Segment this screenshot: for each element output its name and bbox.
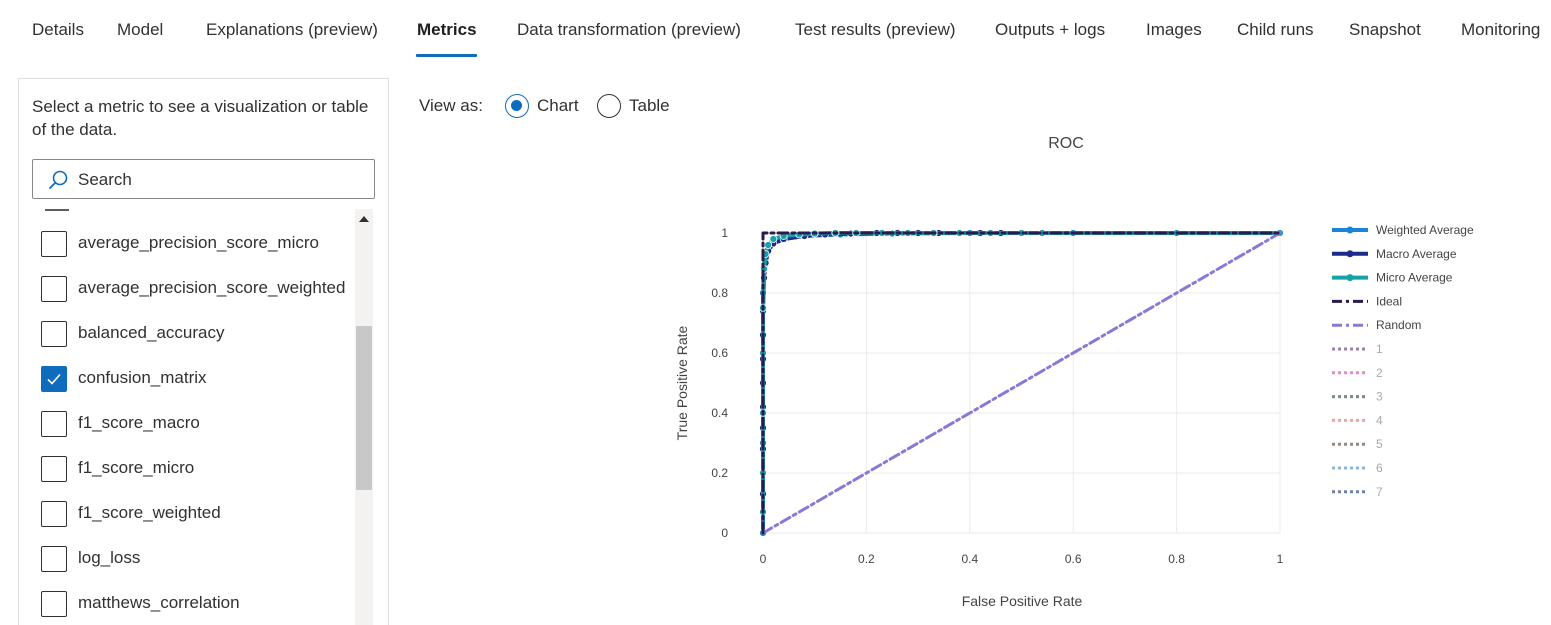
x-tick-label: 0.4 bbox=[961, 552, 978, 566]
tab-model[interactable]: Model bbox=[117, 20, 164, 39]
metric-label: log_loss bbox=[78, 548, 141, 567]
legend-entry: 2 bbox=[1376, 366, 1383, 380]
legend-entry: Ideal bbox=[1376, 294, 1402, 308]
active-tab-indicator bbox=[416, 54, 477, 57]
metric-item-confusion-matrix[interactable]: confusion_matrix bbox=[41, 364, 361, 394]
checkbox[interactable] bbox=[41, 231, 67, 257]
y-tick-label: 0 bbox=[721, 526, 728, 540]
metric-item-matthews-correlation[interactable]: matthews_correlation bbox=[41, 589, 361, 619]
metric-label: confusion_matrix bbox=[78, 368, 207, 387]
metric-list: average_precision_score_micro average_pr… bbox=[19, 209, 374, 625]
tab-snapshot[interactable]: Snapshot bbox=[1349, 20, 1421, 39]
checkbox[interactable] bbox=[41, 591, 67, 617]
tab-metrics[interactable]: Metrics bbox=[417, 20, 477, 39]
metric-label: f1_score_micro bbox=[78, 458, 195, 477]
legend-entry: 5 bbox=[1376, 437, 1383, 451]
tab-images[interactable]: Images bbox=[1146, 20, 1202, 39]
tab-monitoring[interactable]: Monitoring bbox=[1461, 20, 1541, 39]
tab-details[interactable]: Details bbox=[32, 20, 84, 39]
scroll-thumb[interactable] bbox=[356, 326, 372, 490]
legend-entry: 6 bbox=[1376, 461, 1383, 475]
radio-chart[interactable] bbox=[505, 94, 529, 118]
roc-chart: ROC 0 0.2 0.4 0.6 0.8 1 0 0.2 0.4 0.6 0.8 1 False Pos… bbox=[674, 135, 1474, 609]
series-line-ideal bbox=[761, 231, 1282, 535]
metric-label: balanced_accuracy bbox=[78, 323, 225, 342]
checkbox[interactable] bbox=[41, 501, 67, 527]
legend-entry: 4 bbox=[1376, 413, 1383, 427]
tab-data-transformation[interactable]: Data transformation (preview) bbox=[517, 20, 741, 39]
y-tick-label: 0.6 bbox=[711, 346, 728, 360]
radio-table-label[interactable]: Table bbox=[629, 96, 670, 115]
tab-explanations[interactable]: Explanations (preview) bbox=[206, 20, 378, 39]
y-tick-label: 0.8 bbox=[711, 286, 728, 300]
metric-label: average_precision_score_weighted bbox=[78, 278, 346, 297]
data-point bbox=[769, 235, 778, 243]
legend-entry: 3 bbox=[1376, 390, 1383, 404]
x-tick-label: 1 bbox=[1277, 552, 1284, 566]
x-tick-label: 0.2 bbox=[858, 552, 875, 566]
checkbox-checked[interactable] bbox=[41, 366, 67, 392]
x-axis-label: False Positive Rate bbox=[962, 593, 1083, 609]
search-box[interactable]: Search bbox=[32, 159, 375, 199]
scroll-up-icon[interactable] bbox=[355, 209, 373, 229]
tab-bar: Details Model Explanations (preview) Met… bbox=[0, 0, 1551, 60]
legend-entry: Macro Average bbox=[1376, 247, 1457, 261]
metric-item-f1-score-macro[interactable]: f1_score_macro bbox=[41, 409, 361, 439]
metric-item-balanced-accuracy[interactable]: balanced_accuracy bbox=[41, 319, 361, 349]
checkbox[interactable] bbox=[41, 456, 67, 482]
data-point bbox=[764, 241, 773, 249]
y-tick-label: 0.2 bbox=[711, 466, 728, 480]
metric-label: f1_score_weighted bbox=[78, 503, 221, 522]
metric-item-average-precision-score-micro[interactable]: average_precision_score_micro bbox=[41, 229, 361, 259]
metric-label: matthews_correlation bbox=[78, 593, 240, 612]
y-tick-label: 0.4 bbox=[711, 406, 728, 420]
checkbox[interactable] bbox=[41, 411, 67, 437]
checkbox[interactable] bbox=[41, 276, 67, 302]
metric-item-average-precision-score-weighted[interactable]: average_precision_score_weighted bbox=[41, 274, 361, 304]
view-as-label: View as: bbox=[419, 96, 483, 115]
tab-outputs-logs[interactable]: Outputs + logs bbox=[995, 20, 1106, 39]
checkbox[interactable] bbox=[41, 546, 67, 572]
metric-item-f1-score-micro[interactable]: f1_score_micro bbox=[41, 454, 361, 484]
legend-entry: 1 bbox=[1376, 342, 1383, 356]
x-tick-label: 0 bbox=[760, 552, 767, 566]
chart-title: ROC bbox=[1048, 135, 1084, 152]
x-tick-label: 0.6 bbox=[1065, 552, 1082, 566]
y-axis-label: True Positive Rate bbox=[674, 325, 690, 440]
legend-marker bbox=[1346, 250, 1354, 258]
metric-label: f1_score_macro bbox=[78, 413, 200, 432]
legend-entry: Weighted Average bbox=[1376, 223, 1474, 237]
legend-entry: Micro Average bbox=[1376, 271, 1453, 285]
x-tick-label: 0.8 bbox=[1168, 552, 1185, 566]
legend-entry: Random bbox=[1376, 318, 1421, 332]
radio-chart-label[interactable]: Chart bbox=[537, 96, 579, 115]
legend-marker bbox=[1346, 274, 1354, 282]
tab-test-results[interactable]: Test results (preview) bbox=[795, 20, 956, 39]
series-line-random bbox=[761, 231, 1282, 535]
metric-label: average_precision_score_micro bbox=[78, 233, 319, 252]
search-input[interactable]: Search bbox=[78, 170, 132, 189]
check-icon bbox=[47, 373, 61, 385]
list-item-partial bbox=[45, 209, 69, 211]
metric-item-f1-score-weighted[interactable]: f1_score_weighted bbox=[41, 499, 361, 529]
y-tick-label: 1 bbox=[721, 226, 728, 240]
list-scrollbar[interactable] bbox=[355, 209, 373, 625]
radio-table[interactable] bbox=[597, 94, 621, 118]
legend-marker bbox=[1346, 226, 1354, 234]
metric-selector-panel: Select a metric to see a visualization o… bbox=[18, 78, 389, 625]
metric-item-log-loss[interactable]: log_loss bbox=[41, 544, 361, 574]
legend-entry: 7 bbox=[1376, 485, 1383, 499]
series-line-macro-average bbox=[761, 231, 1282, 514]
tab-child-runs[interactable]: Child runs bbox=[1237, 20, 1314, 39]
search-icon bbox=[49, 170, 68, 189]
checkbox[interactable] bbox=[41, 321, 67, 347]
panel-description: Select a metric to see a visualization o… bbox=[32, 97, 369, 139]
series-line-micro-average bbox=[761, 231, 1282, 514]
